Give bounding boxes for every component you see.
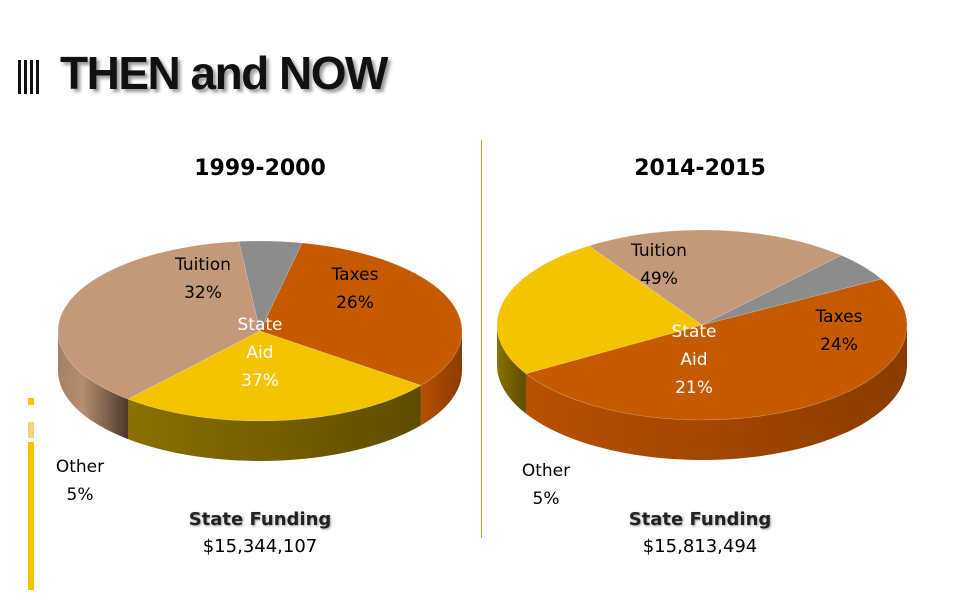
funding-heading: State Funding [188, 509, 332, 530]
slice-label-taxes: Taxes 24% [815, 307, 863, 355]
slice-label-tuition: Tuition 32% [174, 255, 231, 303]
slice-label-other: Other 5% [522, 461, 570, 509]
accent-light-bar [28, 422, 34, 438]
slice-label-other: Other 5% [56, 457, 104, 505]
pie-side-state-aid [58, 331, 129, 440]
pie-slice-taxes [127, 330, 422, 422]
chart-title: 2014-2015 [634, 156, 766, 181]
pie-side-taxes [128, 385, 421, 462]
slice-label-tuition: Tuition 49% [630, 241, 687, 289]
chart-divider [481, 140, 482, 538]
chart-title: 1999-2000 [194, 156, 326, 181]
pie-chart-1: 1999-2000 Tuition 32% Taxes 26% State Aid 37% Ot… [56, 156, 463, 505]
pie-slice-state-aid [57, 241, 261, 400]
pie-slice-other [701, 254, 882, 326]
funding-heading: State Funding [628, 509, 772, 530]
pie-side-taxes [497, 325, 526, 414]
pie-slice-taxes [496, 245, 703, 374]
pie-side-tuition [525, 325, 907, 460]
pie-side-tuition [420, 331, 462, 426]
accent-square [28, 398, 34, 405]
pie-slice-other [238, 240, 303, 332]
slice-label-taxes: Taxes 26% [331, 265, 379, 313]
page-title: THEN and NOW [60, 47, 388, 99]
slice-label-state-aid: State Aid 37% [238, 315, 283, 391]
funding-value: $15,344,107 [202, 536, 318, 557]
pie-slice-state-aid [588, 229, 843, 326]
title-bars-icon [18, 60, 39, 94]
pie-chart-2: 2014-2015 Tuition 49% Taxes 24% State Aid 21% Ot… [496, 156, 908, 509]
funding-value: $15,813,494 [642, 536, 758, 557]
pie-slice-tuition [525, 278, 908, 421]
pie-slice-tuition [259, 242, 463, 386]
accent-long-bar [28, 442, 34, 590]
footer-right: State Funding $15,813,494 [570, 506, 830, 560]
footer-left: State Funding $15,344,107 [130, 506, 390, 560]
slice-label-state-aid: State Aid 21% [672, 322, 717, 398]
